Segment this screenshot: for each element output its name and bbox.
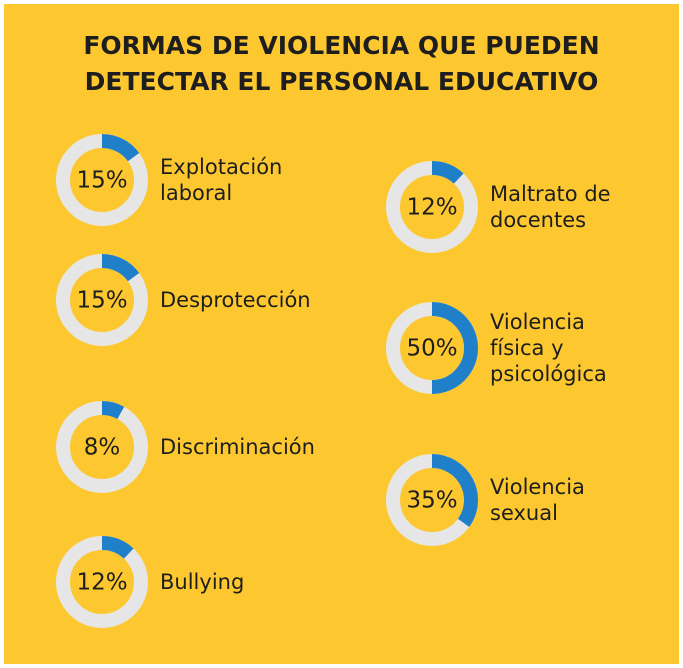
donut-arc	[101, 401, 125, 420]
value-label: 15%	[76, 168, 127, 194]
value-label: 12%	[76, 570, 127, 596]
donut: 35%	[386, 454, 478, 546]
donut-item: 35% Violencia sexual	[382, 450, 627, 550]
donut: 8%	[56, 401, 148, 493]
donut-item: 50% Violencia física y psicológica	[382, 298, 627, 398]
category-label: Discriminación	[160, 435, 315, 459]
donut: 15%	[56, 134, 148, 226]
donut-item: 15% Explotación laboral	[52, 130, 337, 230]
donut-arc	[431, 161, 464, 184]
donut-arc	[101, 134, 140, 162]
donut-arc	[431, 302, 478, 394]
donut-item: 15% Desprotección	[52, 250, 337, 350]
value-label: 8%	[84, 435, 121, 461]
donut: 12%	[56, 536, 148, 628]
category-label: Violencia sexual	[490, 475, 585, 525]
category-label: Bullying	[160, 570, 245, 594]
donut-item: 12% Bullying	[52, 532, 337, 632]
donut-item: 12% Maltrato de docentes	[382, 157, 627, 257]
category-label: Violencia física y psicológica	[490, 310, 607, 386]
value-label: 35%	[406, 488, 457, 514]
donut-arc	[101, 536, 134, 559]
donut-arc	[101, 254, 140, 282]
donut-item: 8% Discriminación	[52, 397, 337, 497]
category-label: Maltrato de docentes	[490, 182, 611, 232]
value-label: 15%	[76, 288, 127, 314]
donut: 50%	[386, 302, 478, 394]
infographic: FORMAS DE VIOLENCIA QUE PUEDEN DETECTAR …	[4, 4, 679, 664]
value-label: 50%	[406, 336, 457, 362]
title: FORMAS DE VIOLENCIA QUE PUEDEN DETECTAR …	[83, 31, 600, 96]
category-label: Explotación laboral	[160, 155, 283, 205]
category-label: Desprotección	[160, 288, 311, 312]
donut-arc	[431, 454, 478, 528]
donut: 12%	[386, 161, 478, 253]
donut: 15%	[56, 254, 148, 346]
value-label: 12%	[406, 195, 457, 221]
